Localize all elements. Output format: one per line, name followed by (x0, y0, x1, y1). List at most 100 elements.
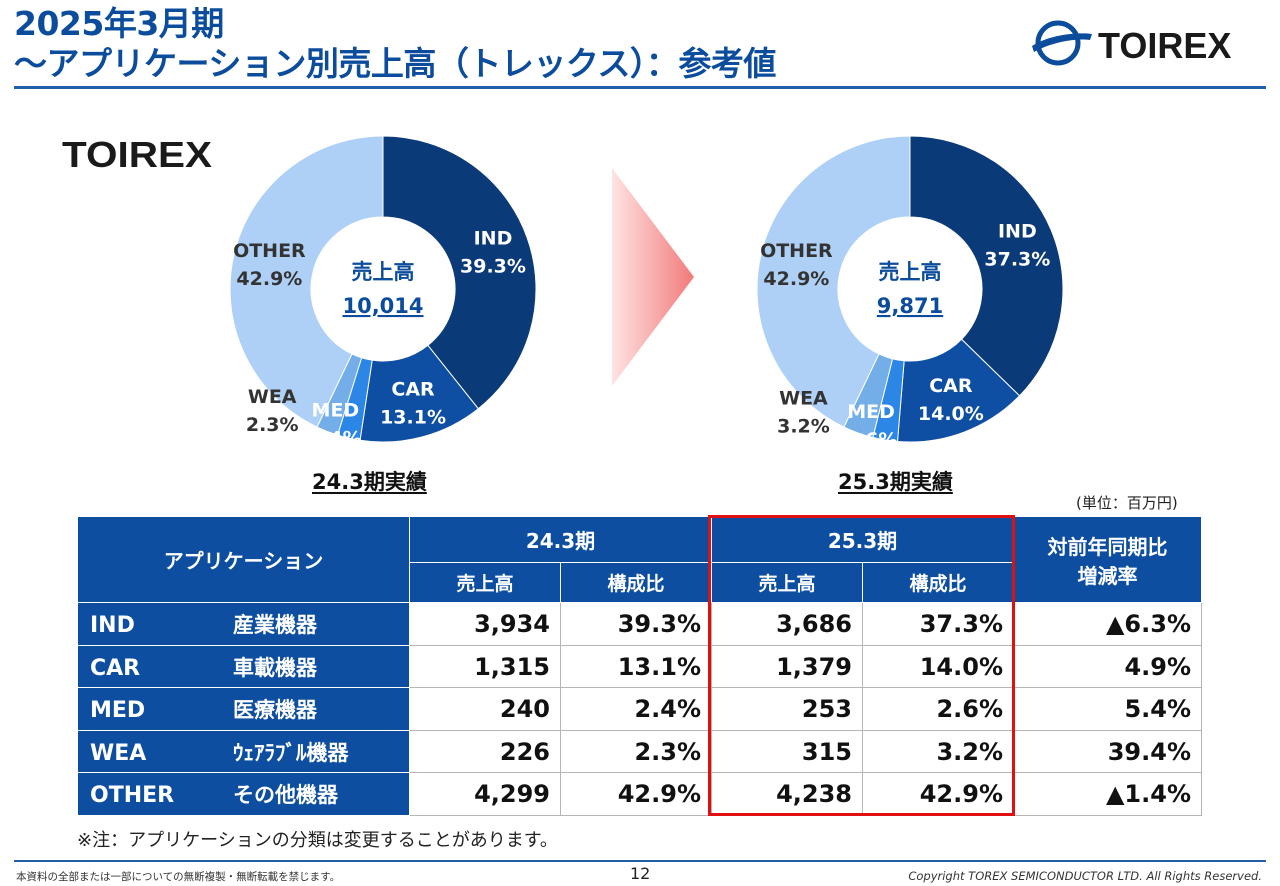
row-name: 産業機器 (233, 613, 317, 637)
center-label: 売上高 (352, 260, 415, 284)
cell-prev-ratio: 42.9% (560, 772, 712, 816)
cell-prev-ratio: 13.1% (560, 645, 712, 688)
slice-value-car: 13.1% (380, 407, 446, 429)
header-curr-sales: 売上高 (711, 562, 863, 603)
torex-emblem-icon (1032, 20, 1092, 66)
slice-label-med: MED (847, 401, 895, 423)
row-label: MED 医療機器 (77, 687, 410, 731)
header-rule (14, 86, 1266, 89)
footer-disclaimer: 本資料の全部または一部についての無断複製・無断転載を禁じます。 (16, 871, 341, 883)
torex-logo-small: TOIREX (62, 134, 212, 175)
center-label: 売上高 (879, 260, 942, 284)
transition-arrow-icon (612, 168, 694, 386)
donut-chart-prev: IND 39.3% CAR 13.1% MED 2.4% WEA 2.3% OTHER 42.9%… (229, 135, 537, 444)
slice-label-med: MED (312, 399, 360, 421)
slice-value-med: 2.6% (845, 429, 898, 444)
header-yoy-line2: 増減率 (1077, 563, 1138, 588)
row-name: ｳｪｱﾗﾌﾞﾙ機器 (233, 740, 349, 765)
table-row: IND 産業機器 3,934 39.3% 3,686 37.3% ▲6.3% (77, 602, 1202, 646)
torex-logo-small-text: TOIREX (62, 134, 212, 175)
cell-curr-sales: 1,379 (711, 645, 863, 688)
slice-value-other: 42.9% (763, 268, 829, 290)
footnote: ※注：アプリケーションの分類は変更することがあります。 (77, 830, 558, 851)
table-row: MED 医療機器 240 2.4% 253 2.6% 5.4% (77, 687, 1202, 731)
cell-prev-ratio: 39.3% (560, 602, 712, 646)
cell-curr-sales: 3,686 (711, 602, 863, 646)
header-yoy: 対前年同期比 増減率 (1013, 516, 1202, 603)
cell-prev-sales: 3,934 (409, 602, 561, 646)
table-row: WEA ｳｪｱﾗﾌﾞﾙ機器 226 2.3% 315 3.2% 39.4% (77, 730, 1202, 773)
slice-car (896, 338, 1021, 443)
slice-label-ind: IND (998, 221, 1037, 243)
cell-prev-sales: 1,315 (409, 645, 561, 688)
cell-yoy: ▲1.4% (1013, 772, 1202, 816)
torex-logo-text: TOIREX (1098, 25, 1231, 66)
center-value: 10,014 (342, 294, 423, 318)
slice-ind (909, 135, 1064, 397)
cell-yoy: 39.4% (1013, 730, 1202, 773)
header-prev-sales: 売上高 (409, 562, 561, 603)
slice-value-wea: 2.3% (246, 414, 299, 436)
row-code: IND (90, 613, 135, 638)
table-row: CAR 車載機器 1,315 13.1% 1,379 14.0% 4.9% (77, 645, 1202, 688)
slice-value-ind: 37.3% (984, 249, 1050, 271)
cell-prev-sales: 4,299 (409, 772, 561, 816)
row-code: WEA (90, 740, 147, 766)
cell-curr-sales: 4,238 (711, 772, 863, 816)
page-title: 2025年3月期 (14, 4, 224, 43)
slice-value-ind: 39.3% (460, 256, 526, 278)
table-row: OTHER その他機器 4,299 42.9% 4,238 42.9% ▲1.4% (77, 772, 1202, 816)
center-value: 9,871 (877, 294, 943, 318)
row-label: IND 産業機器 (77, 602, 410, 646)
slice-label-wea: WEA (248, 386, 297, 408)
unit-note: (単位：百万円) (1076, 494, 1178, 512)
slice-ind (382, 135, 537, 410)
row-code: MED (90, 698, 146, 723)
cell-curr-sales: 315 (711, 730, 863, 773)
row-name: 医療機器 (233, 698, 317, 722)
footer-rule (14, 860, 1266, 862)
row-label: OTHER その他機器 (77, 772, 410, 816)
slice-label-other: OTHER (233, 240, 306, 262)
slice-label-other: OTHER (760, 240, 833, 262)
cell-prev-ratio: 2.3% (560, 730, 712, 773)
cell-yoy: 5.4% (1013, 687, 1202, 731)
footer-copyright: Copyright TOREX SEMICONDUCTOR LTD. All R… (908, 869, 1262, 883)
page-number: 12 (630, 864, 651, 883)
slice-label-ind: IND (474, 228, 513, 250)
row-name: 車載機器 (233, 655, 317, 680)
slice-label-car: CAR (391, 379, 435, 401)
donut-chart-curr: IND 37.3% CAR 14.0% MED 2.6% WEA 3.2% OTHER 42.9%… (756, 135, 1064, 444)
slice-other (756, 135, 911, 428)
slice-value-other: 42.9% (236, 268, 302, 290)
slice-label-car: CAR (929, 375, 973, 397)
caption-curr: 25.3期実績 (838, 470, 953, 494)
cell-curr-ratio: 2.6% (862, 687, 1014, 731)
cell-curr-ratio: 42.9% (862, 772, 1014, 816)
header-prev-ratio: 構成比 (560, 562, 712, 603)
slice-value-car: 14.0% (918, 403, 984, 425)
page-subtitle: ～アプリケーション別売上高（トレックス）：参考値 (14, 44, 776, 83)
slice-other (229, 135, 384, 428)
row-code: CAR (90, 655, 141, 681)
cell-curr-ratio: 37.3% (862, 602, 1014, 646)
title-block: 2025年3月期 ～アプリケーション別売上高（トレックス）：参考値 (14, 4, 776, 84)
header-curr-ratio: 構成比 (862, 562, 1014, 603)
cell-prev-ratio: 2.4% (560, 687, 712, 731)
row-code: OTHER (90, 783, 175, 808)
header-period-prev: 24.3期 (409, 516, 712, 563)
cell-yoy: 4.9% (1013, 645, 1202, 688)
cell-prev-sales: 226 (409, 730, 561, 773)
header-application: アプリケーション (77, 516, 410, 603)
header-yoy-line1: 対前年同期比 (1047, 534, 1168, 559)
cell-curr-ratio: 3.2% (862, 730, 1014, 773)
cell-yoy: ▲6.3% (1013, 602, 1202, 646)
header-period-curr: 25.3期 (711, 516, 1014, 563)
row-name: その他機器 (233, 783, 338, 807)
row-label: CAR 車載機器 (77, 645, 410, 688)
caption-prev: 24.3期実績 (312, 470, 427, 494)
slice-value-med: 2.4% (309, 427, 362, 444)
slice-value-wea: 3.2% (777, 415, 830, 437)
cell-curr-ratio: 14.0% (862, 645, 1014, 688)
slice-label-wea: WEA (779, 387, 828, 409)
